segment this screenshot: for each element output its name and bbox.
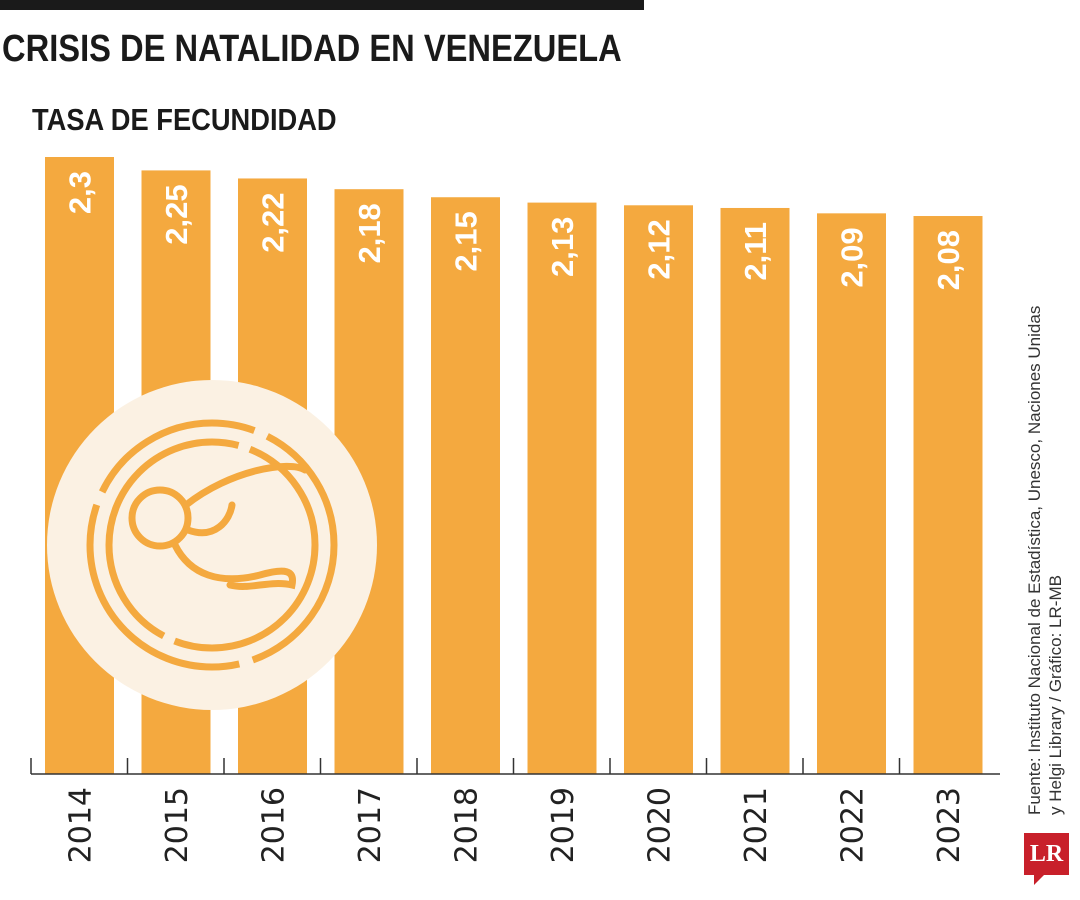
x-tick-label: 2019: [546, 787, 581, 863]
bar-2019: [527, 202, 597, 774]
lr-logo: LR: [1024, 833, 1069, 885]
bar-2018: [431, 197, 500, 774]
bar-2020: [624, 205, 693, 774]
x-tick-label: 2016: [257, 787, 292, 863]
data-label: 2,15: [449, 211, 484, 271]
data-label: 2,13: [545, 217, 580, 277]
data-label: 2,3: [63, 171, 98, 214]
bar-2023: [913, 216, 983, 774]
x-tick-label: 2023: [932, 787, 967, 863]
bar-2022: [817, 213, 886, 774]
data-label: 2,25: [159, 184, 194, 244]
x-tick-label: 2014: [64, 787, 99, 863]
fetus-icon: [47, 380, 377, 710]
data-label: 2,22: [256, 192, 291, 252]
data-label: 2,11: [738, 222, 773, 281]
source-line-1: Fuente: Instituto Nacional de Estadístic…: [1025, 305, 1044, 815]
x-tick-label: 2015: [160, 787, 195, 863]
data-label: 2,12: [642, 219, 677, 279]
source-line-2: y Helgi Library / Gráfico: LR-MB: [1046, 575, 1065, 815]
source-note: Fuente: Instituto Nacional de Estadístic…: [1024, 306, 1066, 815]
data-label: 2,18: [352, 203, 387, 263]
x-tick-label: 2022: [836, 787, 871, 863]
top-rule: [0, 0, 644, 10]
bar-2021: [720, 207, 790, 775]
data-label: 2,08: [931, 230, 966, 290]
x-tick-label: 2018: [450, 787, 485, 863]
x-tick-label: 2017: [353, 787, 388, 863]
x-tick-label: 2021: [739, 787, 774, 863]
data-label: 2,09: [835, 227, 870, 287]
x-tick-label: 2020: [643, 787, 678, 863]
chart-title: CRISIS DE NATALIDAD EN VENEZUELA: [2, 28, 622, 70]
chart-subtitle: TASA DE FECUNDIDAD: [32, 102, 337, 137]
